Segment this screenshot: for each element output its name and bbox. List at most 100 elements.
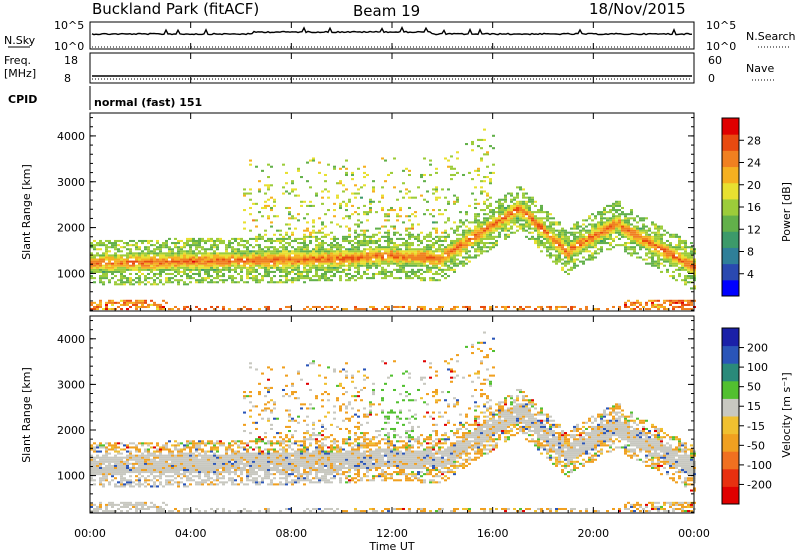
power-cell <box>219 252 222 255</box>
power-cell <box>180 256 183 259</box>
velocity-cell <box>243 458 246 461</box>
power-cell <box>543 229 546 232</box>
power-cell <box>483 209 486 212</box>
power-cell <box>186 268 189 271</box>
power-cell <box>306 277 309 280</box>
power-cell <box>330 221 333 224</box>
power-cell <box>129 281 132 284</box>
power-cell <box>480 221 483 224</box>
power-cell <box>405 277 408 280</box>
velocity-cell <box>132 458 135 461</box>
power-cell <box>690 270 693 273</box>
velocity-cell <box>180 452 183 455</box>
power-cell <box>375 272 378 276</box>
velocity-cell <box>99 446 102 449</box>
power-cell <box>243 262 246 265</box>
velocity-cell <box>159 446 162 449</box>
power-cell <box>654 299 657 302</box>
power-cell <box>444 196 447 199</box>
power-cell <box>213 277 216 280</box>
power-cell <box>687 266 690 269</box>
power-cell <box>651 237 654 240</box>
power-cell <box>168 260 171 263</box>
power-cell <box>381 206 384 210</box>
power-cell <box>417 258 420 261</box>
power-cell <box>537 246 540 249</box>
power-cell <box>600 239 603 243</box>
power-cell <box>222 279 225 282</box>
velocity-cell <box>153 468 156 472</box>
power-cell <box>141 301 144 304</box>
power-cell <box>126 260 129 263</box>
power-cell <box>351 256 354 259</box>
power-cell <box>216 268 219 271</box>
power-cell <box>489 178 492 181</box>
power-cell <box>285 258 288 261</box>
power-cell <box>252 279 255 282</box>
power-cell <box>387 219 390 222</box>
power-cell <box>489 305 492 309</box>
power-cell <box>594 250 597 253</box>
power-cell <box>438 239 441 243</box>
power-cell <box>555 308 558 311</box>
power-cell <box>363 204 366 207</box>
power-cell <box>366 244 369 247</box>
power-cell <box>195 242 198 245</box>
power-cell <box>390 242 393 245</box>
velocity-cell <box>141 462 144 465</box>
velocity-cell <box>222 454 225 457</box>
power-cell <box>138 252 141 255</box>
power-cell <box>486 233 489 236</box>
power-cell <box>264 258 267 261</box>
power-cell <box>471 231 474 234</box>
power-cell <box>573 254 576 257</box>
power-cell <box>384 219 387 222</box>
power-cell <box>528 196 531 199</box>
power-cell <box>192 268 195 271</box>
power-cell <box>369 242 372 245</box>
power-cell <box>330 262 333 265</box>
power-cell <box>627 219 630 222</box>
velocity-cell <box>120 442 123 445</box>
velocity-cell <box>138 485 141 488</box>
power-cell <box>447 202 450 205</box>
power-cell <box>375 252 378 255</box>
power-cell <box>486 221 489 224</box>
power-cell <box>606 219 609 222</box>
power-cell <box>336 250 339 253</box>
velocity-cell <box>201 448 204 451</box>
power-cell <box>408 308 411 311</box>
power-cell <box>405 227 408 230</box>
power-cell <box>564 305 567 309</box>
power-cell <box>477 237 480 240</box>
velocity-cell <box>240 479 243 482</box>
power-cell <box>177 281 180 284</box>
power-cell <box>513 219 516 222</box>
power-cell <box>435 254 438 257</box>
power-cell <box>90 275 93 278</box>
power-cell <box>528 221 531 224</box>
power-cell <box>507 211 510 214</box>
power-cell <box>153 281 156 284</box>
power-cell <box>420 279 423 282</box>
power-cell <box>345 275 348 278</box>
power-cell <box>183 246 186 249</box>
power-cell <box>435 239 438 243</box>
power-cell <box>126 244 129 247</box>
velocity-cell <box>219 471 222 474</box>
power-cell <box>396 270 399 273</box>
power-cell <box>378 248 381 251</box>
power-cell <box>549 225 552 228</box>
power-cell <box>630 308 633 311</box>
power-cell <box>174 262 177 265</box>
velocity-cell <box>129 456 132 459</box>
power-cell <box>384 159 387 162</box>
velocity-cell <box>132 456 135 459</box>
power-cell <box>267 215 270 218</box>
power-cell <box>390 248 393 251</box>
power-cell <box>444 262 447 265</box>
power-cell <box>600 235 603 238</box>
power-cell <box>342 237 345 240</box>
power-cell <box>690 262 693 265</box>
power-cell <box>309 270 312 273</box>
